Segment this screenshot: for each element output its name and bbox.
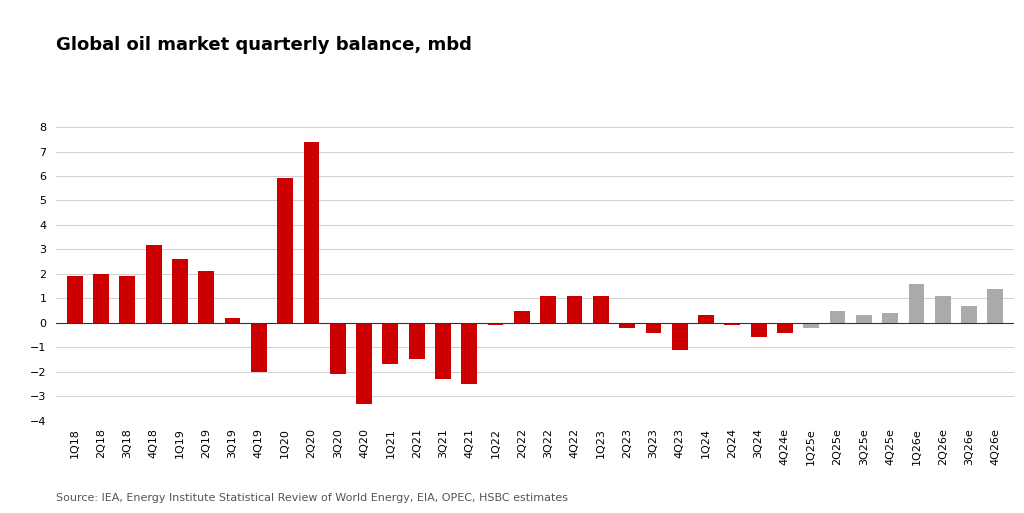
Bar: [935, 296, 950, 323]
Bar: [251, 323, 266, 372]
Bar: [120, 277, 135, 323]
Bar: [356, 323, 372, 404]
Bar: [620, 323, 635, 328]
Bar: [435, 323, 451, 379]
Bar: [987, 288, 1004, 323]
Bar: [514, 310, 529, 323]
Bar: [224, 318, 241, 323]
Bar: [672, 323, 687, 350]
Bar: [804, 323, 819, 328]
Bar: [908, 284, 925, 323]
Bar: [856, 315, 871, 323]
Bar: [278, 179, 293, 323]
Bar: [724, 323, 740, 325]
Bar: [566, 296, 583, 323]
Bar: [751, 323, 767, 338]
Bar: [645, 323, 662, 332]
Bar: [593, 296, 608, 323]
Bar: [409, 323, 425, 360]
Bar: [829, 310, 846, 323]
Bar: [303, 142, 319, 323]
Bar: [777, 323, 793, 332]
Bar: [67, 277, 83, 323]
Bar: [487, 323, 504, 325]
Bar: [883, 313, 898, 323]
Bar: [383, 323, 398, 364]
Bar: [93, 274, 109, 323]
Bar: [199, 271, 214, 323]
Bar: [541, 296, 556, 323]
Bar: [962, 306, 977, 323]
Text: Global oil market quarterly balance, mbd: Global oil market quarterly balance, mbd: [56, 36, 472, 54]
Text: Source: IEA, Energy Institute Statistical Review of World Energy, EIA, OPEC, HSB: Source: IEA, Energy Institute Statistica…: [56, 493, 568, 503]
Bar: [172, 259, 187, 323]
Bar: [698, 315, 714, 323]
Bar: [330, 323, 346, 374]
Bar: [145, 245, 162, 323]
Bar: [462, 323, 477, 384]
